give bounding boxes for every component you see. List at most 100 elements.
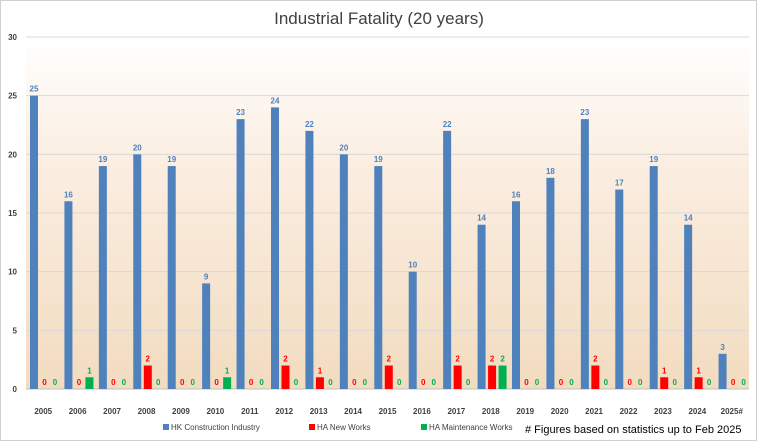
y-tick-label: 0 [13,385,18,394]
data-label: 1 [662,366,667,375]
legend-swatch [163,424,169,430]
data-label: 0 [190,378,195,387]
x-tick-label: 2025# [721,407,744,416]
x-tick-label: 2016 [413,407,431,416]
x-tick-label: 2022 [620,407,638,416]
data-label: 0 [628,378,633,387]
bar [694,377,703,389]
data-label: 0 [604,378,609,387]
bar [615,189,624,389]
x-tick-label: 2014 [344,407,362,416]
data-label: 0 [111,378,116,387]
bar [580,119,589,389]
legend-swatch [421,424,427,430]
data-label: 2 [146,355,151,364]
data-label: 2 [283,355,288,364]
legend: HK Construction Industry HA New Works HA M… [163,423,512,432]
x-tick-label: 2007 [103,407,121,416]
data-label: 0 [214,378,219,387]
y-tick-label: 25 [8,92,17,101]
bar [374,166,383,389]
legend-label: HA New Works [317,423,371,432]
data-label: 0 [466,378,471,387]
data-label: 23 [236,108,245,117]
data-label: 0 [569,378,574,387]
bar [315,377,324,389]
data-label: 20 [339,143,348,152]
bar [477,224,486,389]
bar [64,201,73,389]
gridlines [26,36,749,390]
y-tick-label: 15 [8,209,17,218]
data-label: 0 [397,378,402,387]
x-tick-label: 2023 [654,407,672,416]
bar [339,154,348,389]
bar [453,365,462,389]
bar [202,283,211,389]
data-label: 2 [455,355,460,364]
x-tick-label: 2017 [447,407,465,416]
data-label: 0 [421,378,426,387]
data-label: 3 [720,343,725,352]
data-label: 19 [167,155,176,164]
data-label: 0 [53,378,58,387]
data-label: 1 [225,366,230,375]
data-label: 19 [649,155,658,164]
x-axis-ticks: 2005 2006 2007 2008 2009 2010 2011 2012 2013 2014… [34,407,743,416]
data-label: 23 [580,108,589,117]
data-label: 24 [271,96,280,105]
x-tick-label: 2020 [551,407,569,416]
data-label: 0 [431,378,436,387]
legend-entry: HA Maintenance Works [421,423,512,432]
bar [498,365,507,389]
data-label: 0 [352,378,357,387]
bar [98,166,107,389]
bar [384,365,393,389]
x-tick-label: 2009 [172,407,190,416]
bar [236,119,245,389]
data-label: 0 [77,378,82,387]
bar [649,166,658,389]
data-label: 16 [512,190,521,199]
data-label: 25 [30,85,39,94]
data-label: 0 [741,378,746,387]
data-label: 20 [133,143,142,152]
footnote: # Figures based on statistics up to Feb … [525,424,742,436]
y-axis-ticks: 0 5 10 15 20 25 30 [8,33,17,394]
x-tick-label: 2010 [206,407,224,416]
bar [223,377,232,389]
data-label: 9 [204,272,209,281]
y-tick-label: 5 [13,326,18,335]
bar [271,107,279,390]
bar [546,177,555,389]
data-label: 16 [64,190,73,199]
x-tick-label: 2011 [241,407,259,416]
y-tick-label: 10 [8,268,17,277]
legend-swatch [309,424,315,430]
data-label: 0 [731,378,736,387]
legend-label: HK Construction Industry [171,423,260,432]
y-tick-label: 20 [8,150,17,159]
x-tick-label: 2006 [69,407,87,416]
data-label: 2 [490,355,495,364]
x-tick-label: 2013 [310,407,328,416]
data-label: 1 [87,366,92,375]
bar [85,377,94,389]
bar [133,154,142,389]
y-tick-label: 30 [8,33,17,42]
bar [167,166,176,389]
data-label: 0 [707,378,712,387]
legend-label: HA Maintenance Works [429,423,512,432]
data-label: 0 [156,378,161,387]
data-label: 0 [535,378,540,387]
data-label: 10 [408,261,417,270]
chart-title: Industrial Fatality (20 years) [274,9,484,28]
x-tick-label: 2008 [138,407,156,416]
data-label: 0 [259,378,264,387]
x-tick-label: 2021 [585,407,603,416]
data-label: 0 [42,378,47,387]
x-tick-label: 2015 [379,407,397,416]
bar [512,201,520,389]
